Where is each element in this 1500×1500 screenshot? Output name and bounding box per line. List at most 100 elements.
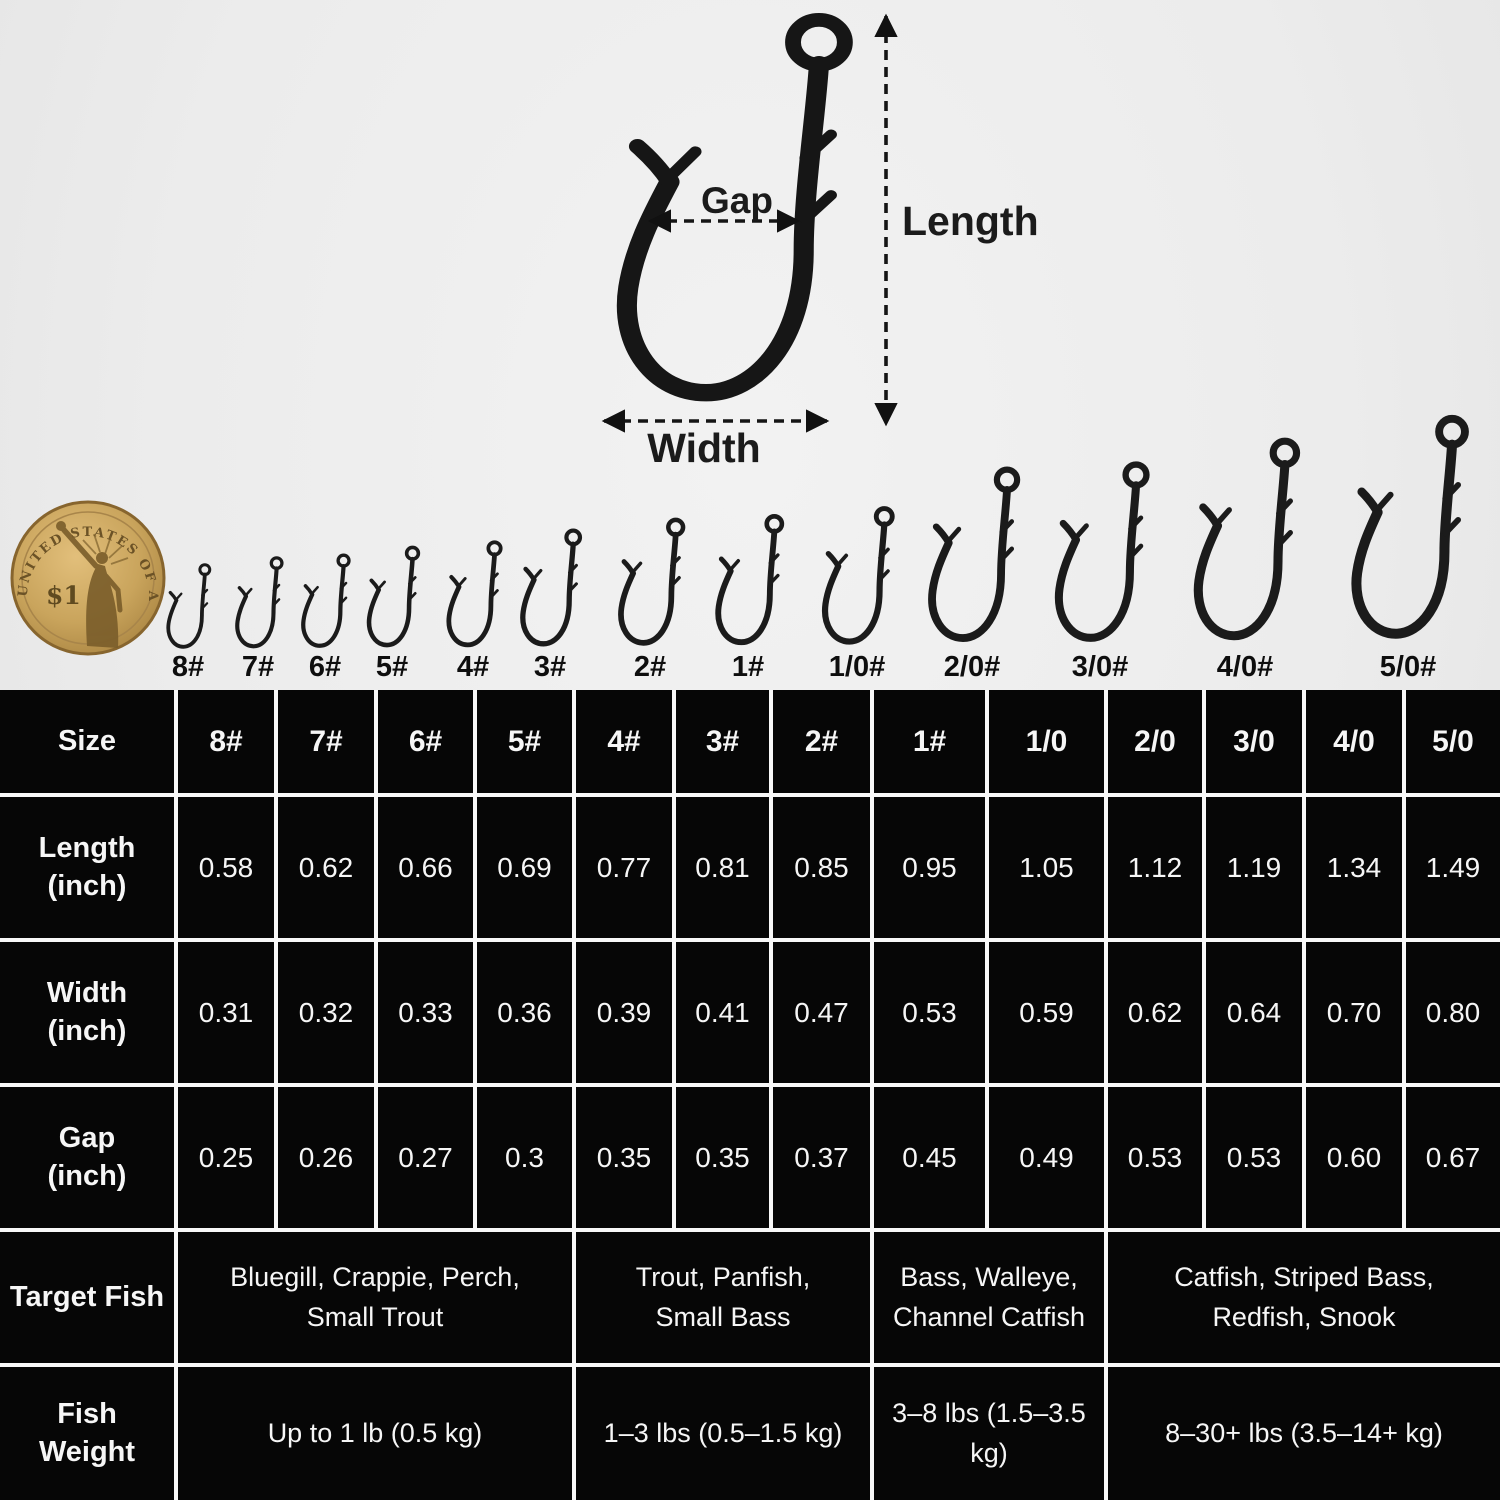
- spec-value-cell: 0.80: [1402, 938, 1500, 1087]
- spec-value-cell: 0.35: [672, 1083, 773, 1232]
- length-label: Length: [902, 198, 1039, 244]
- spec-value-cell: 0.81: [672, 793, 773, 942]
- spec-value-cell: 0.35: [572, 1083, 676, 1232]
- spec-value-cell: 1.34: [1302, 793, 1406, 942]
- hook-icon: [293, 552, 357, 655]
- spec-value-cell: 0.95: [870, 793, 989, 942]
- coin-face: [10, 500, 166, 656]
- hook-sample-4-0: [1176, 435, 1314, 660]
- spec-value-cell: 0.37: [769, 1083, 874, 1232]
- hook-icon: [1176, 435, 1314, 655]
- hook-size-label: 4#: [456, 651, 490, 683]
- size-header-cell: 4/0: [1302, 690, 1406, 797]
- hook-icon: [358, 544, 427, 655]
- table-header-row: Size 8# 7# 6# 5# 4# 3# 2# 1# 1/0 2/0 3/0 4/0 5/0: [0, 690, 1500, 797]
- size-header-cell: 7#: [274, 690, 378, 797]
- size-header-cell: 5#: [473, 690, 576, 797]
- spec-value-cell: 0.53: [1202, 1083, 1306, 1232]
- target-fish-row: Target Fish Bluegill, Crappie, Perch, Sma…: [0, 1228, 1500, 1367]
- gap-label: Gap: [701, 180, 773, 221]
- hook-size-label: 1#: [731, 651, 765, 683]
- hook-size-label: 5#: [375, 651, 409, 683]
- hook-sample-3: [510, 527, 590, 660]
- hook-size-label: 3#: [533, 651, 567, 683]
- spec-value-cell: 0.47: [769, 938, 874, 1087]
- hook-size-label: 5/0#: [1379, 651, 1437, 683]
- hook-icon: [1039, 459, 1162, 655]
- spec-value-cell: 0.3: [473, 1083, 576, 1232]
- hook-sample-4: [437, 539, 510, 660]
- size-header-cell: 3/0: [1202, 690, 1306, 797]
- spec-value-cell: 0.58: [174, 793, 278, 942]
- size-header-cell: 8#: [174, 690, 278, 797]
- hook-icon: [437, 539, 510, 655]
- hook-icon: [913, 464, 1032, 655]
- fish-weight-cell: 3–8 lbs (1.5–3.5 kg): [870, 1363, 1108, 1500]
- spec-value-cell: 0.66: [374, 793, 477, 942]
- spec-value-cell: 0.27: [374, 1083, 477, 1232]
- spec-value-cell: 0.85: [769, 793, 874, 942]
- size-header-cell: 5/0: [1402, 690, 1500, 797]
- hook-size-label: 6#: [308, 651, 342, 683]
- hook-icon: [166, 562, 212, 649]
- spec-row-label: Fish Weight: [0, 1363, 178, 1500]
- hook-sample-7: [227, 555, 290, 660]
- fish-weight-cell: 1–3 lbs (0.5–1.5 kg): [572, 1363, 874, 1500]
- size-header-cell: 1#: [870, 690, 989, 797]
- spec-row: Length (inch) 0.58 0.62 0.66 0.69 0.77 0.81 0.8…: [0, 793, 1500, 942]
- spec-value-cell: 0.60: [1302, 1083, 1406, 1232]
- hook-sample-2-0: [913, 464, 1032, 660]
- spec-value-cell: 1.05: [985, 793, 1108, 942]
- size-header-cell: 3#: [672, 690, 773, 797]
- spec-row: Gap (inch) 0.25 0.26 0.27 0.3 0.35 0.35 0.37 0.4…: [0, 1083, 1500, 1232]
- spec-value-cell: 0.59: [985, 938, 1108, 1087]
- hook-icon: [810, 504, 904, 655]
- spec-value-cell: 0.53: [1104, 1083, 1206, 1232]
- spec-value-cell: 0.70: [1302, 938, 1406, 1087]
- hook-sample-1: [704, 512, 793, 660]
- spec-value-cell: 0.45: [870, 1083, 989, 1232]
- spec-value-cell: 0.26: [274, 1083, 378, 1232]
- spec-value-cell: 0.62: [274, 793, 378, 942]
- spec-value-cell: 1.19: [1202, 793, 1306, 942]
- hook-sample-5-0: [1332, 412, 1484, 660]
- fish-weight-cell: 8–30+ lbs (3.5–14+ kg): [1104, 1363, 1500, 1500]
- size-header-cell: 4#: [572, 690, 676, 797]
- hook-sample-8: [159, 562, 217, 660]
- spec-value-cell: 0.39: [572, 938, 676, 1087]
- hook-sample-6: [293, 552, 357, 660]
- fish-weight-row: Fish Weight Up to 1 lb (0.5 kg) 1–3 lbs (0…: [0, 1363, 1500, 1500]
- hook-icon: [510, 527, 590, 655]
- spec-value-cell: 0.77: [572, 793, 676, 942]
- target-fish-cell: Catfish, Striped Bass, Redfish, Snook: [1104, 1228, 1500, 1367]
- target-fish-cell: Bluegill, Crappie, Perch, Small Trout: [174, 1228, 576, 1367]
- target-fish-cell: Trout, Panfish, Small Bass: [572, 1228, 874, 1367]
- size-header-cell: 2/0: [1104, 690, 1206, 797]
- hook-sample-2: [607, 516, 694, 660]
- spec-value-cell: 0.64: [1202, 938, 1306, 1087]
- hook-icon: [227, 555, 290, 655]
- hook-icon: [1332, 412, 1484, 655]
- hook-icon: [607, 516, 694, 655]
- spec-value-cell: 0.36: [473, 938, 576, 1087]
- spec-value-cell: 1.49: [1402, 793, 1500, 942]
- spec-row: Width (inch) 0.31 0.32 0.33 0.36 0.39 0.41 0.47…: [0, 938, 1500, 1087]
- hook-sample-3-0: [1039, 459, 1162, 660]
- hook-size-label: 7#: [241, 651, 275, 683]
- width-label: Width: [647, 425, 761, 471]
- fish-weight-cell: Up to 1 lb (0.5 kg): [174, 1363, 576, 1500]
- size-header-cell: 2#: [769, 690, 874, 797]
- hook-size-label: 1/0#: [828, 651, 886, 683]
- spec-value-cell: 0.32: [274, 938, 378, 1087]
- hook-sample-1-0: [810, 504, 904, 660]
- spec-value-cell: 1.12: [1104, 793, 1206, 942]
- hook-icon: [704, 512, 793, 655]
- spec-value-cell: 0.62: [1104, 938, 1206, 1087]
- spec-value-cell: 0.49: [985, 1083, 1108, 1232]
- size-header-cell: 6#: [374, 690, 477, 797]
- target-fish-cell: Bass, Walleye, Channel Catfish: [870, 1228, 1108, 1367]
- spec-value-cell: 0.67: [1402, 1083, 1500, 1232]
- spec-row-label: Length (inch): [0, 793, 178, 942]
- hook-size-label: 3/0#: [1071, 651, 1129, 683]
